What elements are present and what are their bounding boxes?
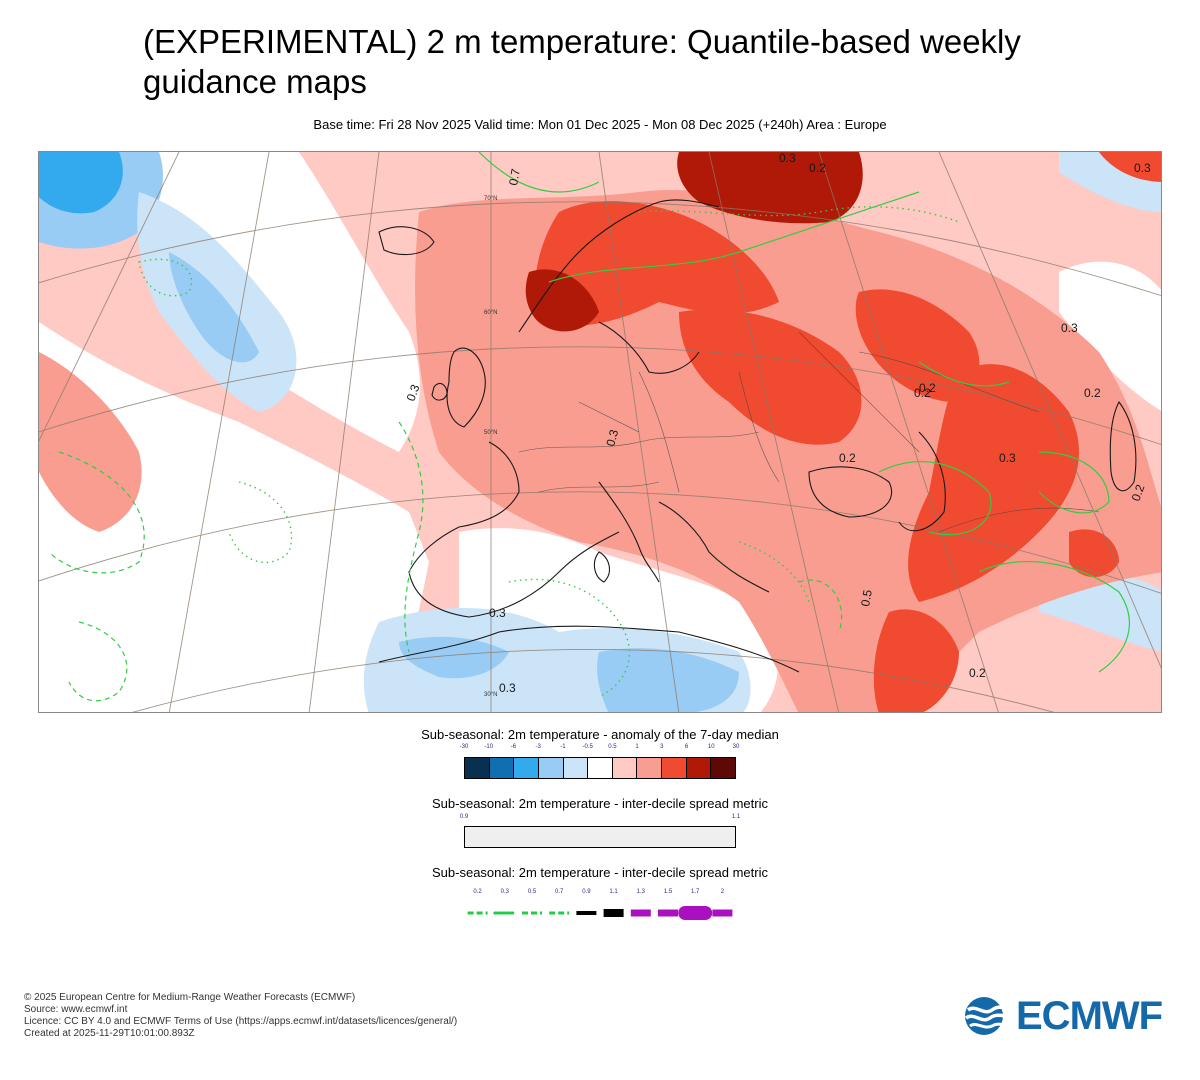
lat-label: 30°N	[484, 692, 497, 698]
spread-shading-bar	[464, 826, 736, 848]
contour-label: 0.2	[969, 666, 986, 680]
legend-tick-label: 30	[732, 744, 740, 750]
contour-label: 0.3	[1134, 161, 1151, 175]
legend-tick-label: 1.1	[731, 814, 741, 820]
legend-tick-label: 0.7	[555, 889, 564, 895]
colorbar-swatch	[612, 758, 638, 778]
colorbar-swatch	[637, 758, 663, 778]
contour-label: 0.2	[839, 451, 856, 465]
colorbar-swatch	[711, 758, 736, 778]
coastline-black-sea	[808, 466, 892, 518]
footer: © 2025 European Centre for Medium-Range …	[24, 992, 457, 1040]
neutral-region-north-atlantic	[155, 152, 420, 452]
contour-label: 0.2	[1129, 482, 1148, 503]
colorbar-swatch	[538, 758, 564, 778]
spread-legend-ticks: 0.9 1.1	[460, 814, 740, 824]
contour-line-legend	[464, 900, 736, 926]
copyright-text: © 2025 European Centre for Medium-Range …	[24, 992, 356, 1003]
contour-legend-title: Sub-seasonal: 2m temperature - inter-dec…	[432, 865, 768, 880]
neutral-region-atlantic	[39, 322, 429, 712]
colorbar-swatch	[465, 758, 490, 778]
legend-tick-label: -30	[459, 744, 469, 750]
contour-label: 0.2	[809, 161, 826, 175]
legend-tick-label: 3	[660, 744, 664, 750]
colorbar-swatch	[514, 758, 539, 778]
contour-label: 0.5	[858, 588, 875, 607]
legend-tick-label: 0.5	[527, 889, 537, 895]
lat-label: 50°N	[484, 430, 497, 436]
legend-tick-label: 1.3	[636, 889, 645, 895]
coastline-norway	[518, 199, 720, 333]
coastline-baltic	[598, 321, 700, 374]
legend-tick-label: 6	[684, 744, 689, 750]
contour-label: 0.3	[489, 606, 506, 620]
legend-tick-label: -0.5	[582, 744, 593, 750]
coastline-britain	[446, 347, 486, 428]
colorbar-swatch	[686, 758, 712, 778]
legend-tick-label: -6	[510, 744, 517, 750]
contour-label: 0.7	[506, 167, 523, 186]
map-subtitle: Base time: Fri 28 Nov 2025 Valid time: M…	[313, 117, 887, 132]
legend-tick-label: 10	[707, 744, 715, 750]
coastline-north-africa	[378, 625, 800, 673]
legend-tick-label: 0.9	[582, 889, 591, 895]
legend-tick-label: 1.5	[663, 889, 673, 895]
legend-tick-label: 0.3	[500, 889, 509, 895]
legend-tick-label: 0.9	[459, 814, 469, 820]
contour-label: 0.3	[1061, 321, 1078, 335]
anomaly-colorbar	[464, 757, 736, 779]
temperature-anomaly-map: 0.3 0.7 0.2 0.3 0.3 0.2 0.2 0.3 0.2 0.3 …	[38, 151, 1162, 713]
legend-tick-label: 2	[720, 889, 725, 895]
contour-label: 0.3	[499, 681, 516, 695]
warm-region-russia	[908, 364, 1079, 602]
ecmwf-logo	[962, 994, 1182, 1038]
legend-tick-label: 0.2	[473, 889, 482, 895]
colorbar-swatch	[662, 758, 687, 778]
contour-legend-ticks: 0.2 0.3 0.5 0.7 0.9 1.1 1.3 1.5 1.7 2	[464, 889, 736, 899]
colorbar-swatch	[588, 758, 613, 778]
coastline-balkans	[658, 501, 770, 593]
anomaly-legend-title: Sub-seasonal: 2m temperature - anomaly o…	[421, 727, 779, 742]
contour-label: 0.2	[914, 386, 931, 400]
lat-label: 60°N	[484, 310, 497, 316]
coastline-western-europe	[408, 441, 620, 618]
colorbar-swatch	[489, 758, 515, 778]
coastline-caspian	[1109, 400, 1137, 492]
source-text: Source: www.ecmwf.int	[24, 1004, 128, 1015]
coastline-italy	[598, 481, 660, 583]
legend-tick-label: -1	[560, 744, 566, 750]
contour-label: 0.3	[999, 451, 1016, 465]
anomaly-legend-ticks: -30 -10 -6 -3 -1 -0.5 0.5 1 3 6 10 30	[460, 744, 740, 754]
contour-label: 0.3	[603, 428, 621, 448]
warm-region-eastern-europe	[679, 309, 862, 445]
legend-tick-label: 1.7	[691, 889, 700, 895]
created-text: Created at 2025-11-29T10:01:00.893Z	[24, 1028, 195, 1039]
page-title: (EXPERIMENTAL) 2 m temperature: Quantile…	[143, 23, 1021, 100]
legend-tick-label: 1.1	[609, 889, 618, 895]
contour-label: 0.2	[919, 381, 936, 395]
warm-region-scandinavia	[535, 201, 779, 326]
colorbar-swatch	[563, 758, 589, 778]
legend-tick-label: -10	[484, 744, 494, 750]
lat-label: 70°N	[484, 196, 497, 202]
contour-label: 0.3	[779, 152, 796, 165]
contour-label: 0.2	[1084, 386, 1101, 400]
ecmwf-logo-text: ECMWF	[1016, 994, 1163, 1038]
legend-tick-label: -3	[535, 744, 541, 750]
coastline-iceland	[378, 226, 435, 256]
legend-tick-label: 0.5	[608, 744, 617, 750]
spread-legend-title: Sub-seasonal: 2m temperature - inter-dec…	[432, 796, 768, 811]
licence-text: Licence: CC BY 4.0 and ECMWF Terms of Us…	[24, 1016, 458, 1027]
legend-tick-label: 1	[635, 744, 639, 750]
contour-label: 0.3	[404, 382, 423, 403]
warm-region-northern-russia	[677, 152, 863, 224]
